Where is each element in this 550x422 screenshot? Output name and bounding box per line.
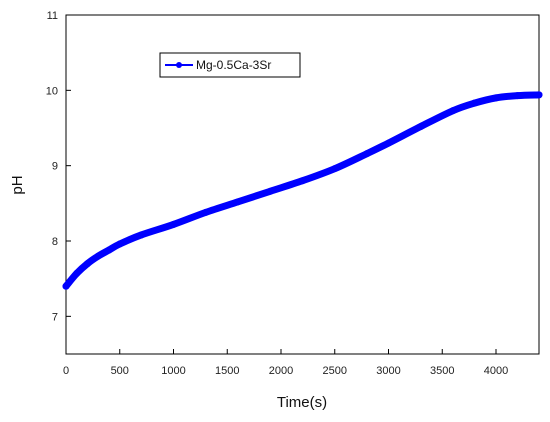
data-point: [492, 94, 500, 102]
x-tick-label: 1000: [161, 365, 185, 377]
x-tick-label: 1500: [215, 365, 239, 377]
data-point: [514, 92, 521, 100]
series-layer: [62, 91, 543, 290]
data-point: [385, 139, 392, 147]
data-point: [471, 99, 478, 107]
y-tick-label: 7: [52, 311, 58, 323]
data-point: [417, 122, 425, 130]
y-tick-label: 10: [46, 85, 58, 97]
data-point: [202, 208, 210, 216]
data-point: [73, 269, 81, 277]
data-point: [363, 150, 371, 158]
legend-marker-sample: [176, 62, 182, 68]
plot-frame: [65, 14, 540, 355]
x-tick-label: 2000: [269, 365, 293, 377]
y-tick-label: 9: [52, 161, 58, 173]
x-axis-ticks: 0 500 1000 1500 2000 2500 3000 3500 4000: [63, 349, 508, 377]
data-point: [234, 198, 242, 206]
data-point: [266, 187, 274, 195]
data-point: [535, 91, 543, 99]
y-axis-ticks: 7 8 9 10 11: [46, 10, 71, 323]
legend: Mg-0.5Ca-3Sr: [159, 52, 301, 78]
data-point: [170, 220, 177, 228]
x-tick-label: 0: [63, 365, 69, 377]
data-point: [137, 231, 145, 239]
data-point: [62, 282, 70, 290]
y-tick-label: 8: [52, 236, 58, 248]
x-tick-label: 4000: [484, 365, 508, 377]
y-axis-title: pH: [9, 175, 26, 194]
x-tick-label: 500: [111, 365, 129, 377]
data-point: [116, 240, 124, 248]
data-point: [94, 252, 102, 260]
series-line: [62, 91, 543, 290]
data-point: [84, 260, 91, 268]
x-tick-label: 3500: [430, 365, 454, 377]
x-tick-label: 2500: [323, 365, 347, 377]
data-point: [299, 177, 306, 185]
x-axis-title: Time(s): [277, 394, 327, 411]
x-tick-label: 3000: [376, 365, 400, 377]
legend-label: Mg-0.5Ca-3Sr: [196, 58, 271, 72]
data-point: [331, 165, 339, 173]
data-point: [449, 107, 457, 115]
y-tick-label: 11: [47, 10, 58, 22]
data-point: [105, 246, 113, 254]
